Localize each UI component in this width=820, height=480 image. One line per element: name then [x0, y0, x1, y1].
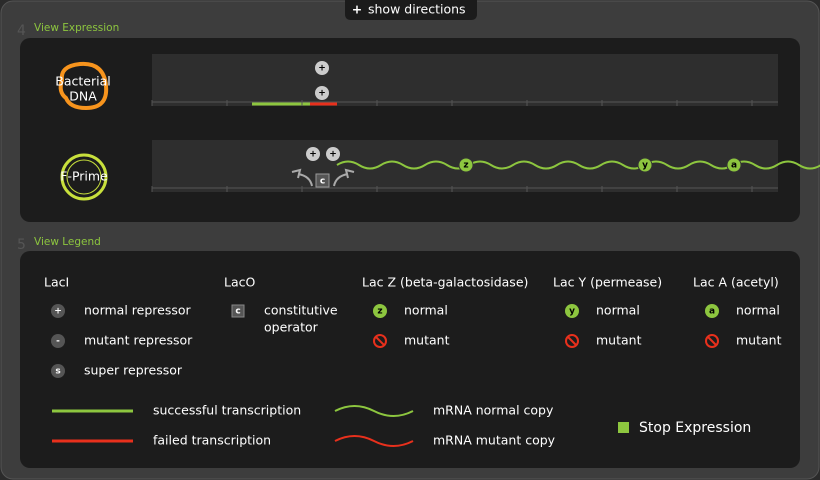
section-number: 5 [17, 237, 26, 253]
repressor-icon[interactable] [315, 86, 329, 100]
mutant-slash [375, 336, 385, 346]
track-label: DNA [69, 89, 97, 104]
legend-icon [373, 304, 387, 318]
mutant-icon [565, 334, 579, 348]
operator-icon[interactable] [315, 173, 330, 188]
fprime-logo-inner [66, 159, 102, 195]
mutant-icon [373, 334, 387, 348]
section-title[interactable]: View Legend [34, 236, 101, 248]
legend-title: Lac A (acetyl) [693, 275, 779, 290]
legend-text: normal [596, 303, 640, 318]
mutant-slash [707, 336, 717, 346]
icon-label: a [709, 307, 715, 317]
legend-title: LacI [44, 275, 69, 290]
button-icon[interactable]: + [352, 2, 362, 17]
icon-label: a [731, 161, 737, 171]
stop-icon[interactable] [618, 422, 629, 433]
legend-title: Lac Y (permease) [553, 275, 662, 290]
icon-label: c [320, 177, 325, 187]
icon-label: c [235, 307, 240, 317]
mutant-slash [567, 336, 577, 346]
legend-text: normal [404, 303, 448, 318]
legend-icon [51, 334, 65, 348]
icon-label: + [318, 64, 326, 74]
legend-icon [51, 364, 65, 378]
legend-wave [334, 435, 414, 447]
legend-icon [565, 304, 579, 318]
stop-label[interactable]: Stop Expression [639, 420, 751, 436]
legend-text: mutant [736, 333, 782, 348]
icon-label: y [642, 161, 648, 171]
repressor-icon[interactable] [326, 147, 340, 161]
fprime-logo [60, 153, 108, 201]
icon-label: y [569, 307, 575, 317]
track-label: F-Prime [60, 169, 108, 184]
legend-wave [334, 405, 414, 417]
icon-label: + [54, 307, 62, 317]
legend-text: mutant repressor [84, 333, 193, 348]
icon-label: + [309, 150, 317, 160]
legend-icon [51, 304, 65, 318]
legend-icon [705, 304, 719, 318]
legend-text: mRNA mutant copy [433, 433, 556, 448]
button-label[interactable]: show directions [368, 2, 466, 17]
button-bg[interactable] [345, 0, 477, 20]
gene-icon [458, 157, 474, 173]
track-label: Bacterial [55, 74, 110, 89]
legend-text: normal repressor [84, 303, 191, 318]
icon-label: + [329, 150, 337, 160]
repressor-icon[interactable] [306, 147, 320, 161]
legend-text: mutant [596, 333, 642, 348]
track [152, 54, 778, 106]
legend-text: normal [736, 303, 780, 318]
legend-text: mRNA normal copy [433, 403, 554, 418]
repressor-icon[interactable] [315, 61, 329, 75]
legend-panel [20, 251, 800, 468]
legend-text: super repressor [84, 363, 183, 378]
gene-icon [726, 157, 742, 173]
legend-text: mutant [404, 333, 450, 348]
mutant-icon [705, 334, 719, 348]
icon-label: z [463, 161, 468, 171]
stop-expression-button[interactable]: Stop Expression [618, 420, 751, 436]
legend-text: operator [264, 320, 319, 335]
arrow [291, 168, 313, 187]
section-title[interactable]: View Expression [34, 22, 119, 34]
legend-title: Lac Z (beta-galactosidase) [362, 275, 528, 290]
legend-icon [231, 304, 245, 318]
icon-label: z [377, 307, 382, 317]
dna-logo [58, 61, 109, 111]
section-number: 4 [17, 23, 26, 39]
arrow [333, 168, 355, 187]
gene-icon [637, 157, 653, 173]
legend-text: successful transcription [153, 403, 301, 418]
legend-text: constitutive [264, 303, 338, 318]
show-directions-button[interactable]: + show directions [345, 0, 477, 20]
legend-text: failed transcription [153, 433, 271, 448]
legend-title: LacO [224, 275, 255, 290]
icon-label: - [56, 337, 60, 347]
icon-label: s [55, 367, 60, 377]
icon-label: + [318, 89, 326, 99]
